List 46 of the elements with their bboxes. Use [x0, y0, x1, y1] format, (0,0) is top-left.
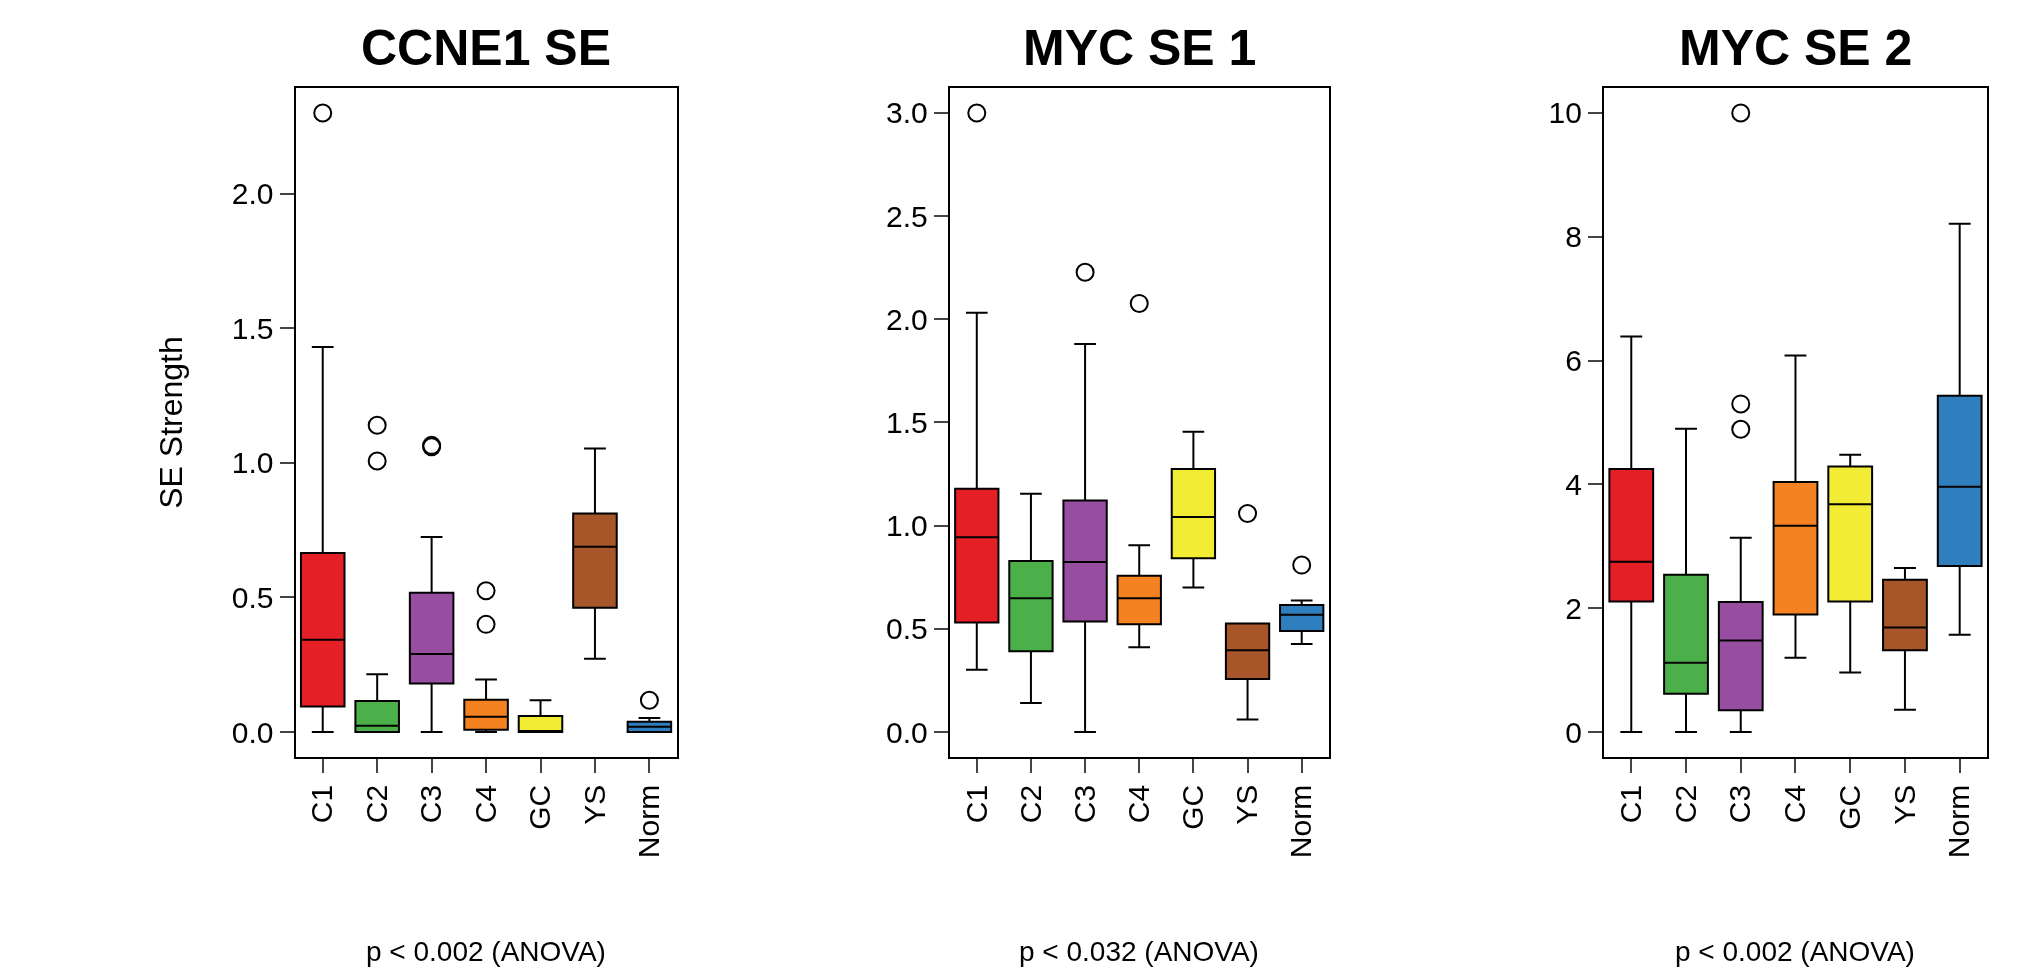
y-tick-label: 0 [1565, 715, 1582, 749]
x-tick-label: GC [1176, 784, 1210, 830]
x-tick-label: C4 [468, 784, 502, 824]
y-tick-label: 1.0 [885, 509, 928, 543]
x-tick-label: Norm [1942, 784, 1976, 859]
y-tick-label: 0.0 [231, 715, 274, 749]
x-tick-label: Norm [632, 784, 666, 859]
y-tick-label: 0.0 [885, 715, 928, 749]
chart-title: MYC SE 1 [1023, 20, 1257, 76]
x-tick-label: C1 [1614, 784, 1648, 824]
y-tick-label: 2.0 [885, 302, 928, 336]
x-tick-label: C3 [1067, 784, 1101, 824]
y-tick-label: 0.5 [231, 580, 274, 614]
x-tick-label: GC [523, 784, 557, 830]
y-tick-label: 1.5 [231, 311, 274, 345]
y-tick-label: 2.0 [231, 177, 274, 211]
y-tick-label: 2 [1565, 591, 1582, 625]
x-tick-label: C1 [305, 784, 339, 824]
x-axis-title: p < 0.032 (ANOVA) [1019, 936, 1259, 967]
y-tick-label: 1.5 [885, 405, 928, 439]
x-tick-label: C4 [1778, 784, 1812, 824]
y-tick-label: 6 [1565, 344, 1582, 378]
y-tick-label: 3.0 [885, 96, 928, 130]
y-tick-label: 4 [1565, 467, 1582, 501]
y-tick-label: 0.5 [885, 612, 928, 646]
y-axis-title: SE Strength [152, 336, 189, 509]
x-tick-label: C3 [414, 784, 448, 824]
x-tick-label: C1 [959, 784, 993, 824]
y-tick-label: 10 [1548, 96, 1582, 130]
x-tick-label: C2 [1668, 784, 1702, 824]
x-tick-label: C4 [1121, 784, 1155, 824]
x-axis-title: p < 0.002 (ANOVA) [1675, 936, 1915, 967]
y-tick-label: 2.5 [885, 199, 928, 233]
x-tick-label: C2 [359, 784, 393, 824]
x-tick-label: YS [577, 784, 611, 825]
x-tick-label: YS [1230, 784, 1264, 825]
x-tick-label: GC [1832, 784, 1866, 830]
x-axis-title: p < 0.002 (ANOVA) [366, 936, 606, 967]
x-tick-label: Norm [1284, 784, 1318, 859]
x-tick-label: C2 [1013, 784, 1047, 824]
chart-title: CCNE1 SE [361, 20, 612, 76]
y-tick-label: 1.0 [231, 446, 274, 480]
y-tick-label: 8 [1565, 220, 1582, 254]
chart-title: MYC SE 2 [1679, 20, 1913, 76]
x-tick-label: YS [1887, 784, 1921, 825]
x-tick-label: C3 [1723, 784, 1757, 824]
